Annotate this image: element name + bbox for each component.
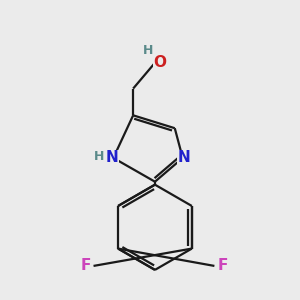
Text: F: F xyxy=(217,258,227,273)
Text: H: H xyxy=(143,44,153,57)
Text: N: N xyxy=(177,150,190,165)
Text: H: H xyxy=(94,150,105,164)
Text: F: F xyxy=(80,258,91,273)
Text: O: O xyxy=(153,55,167,70)
Text: N: N xyxy=(106,150,119,165)
